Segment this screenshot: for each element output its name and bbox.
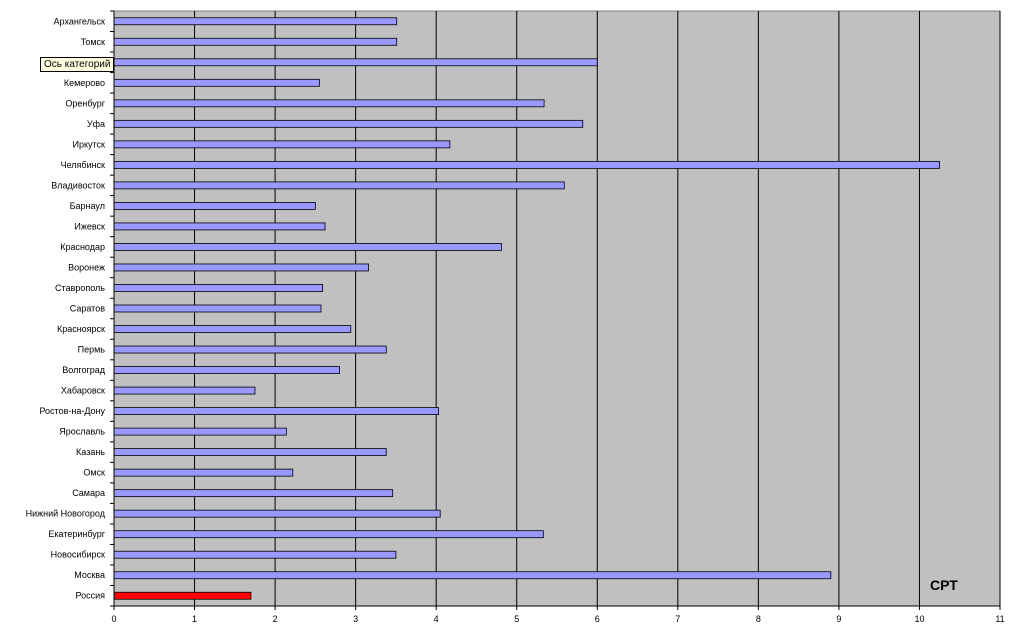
bar bbox=[113, 427, 287, 436]
category-label: Хабаровск bbox=[61, 386, 105, 396]
bars bbox=[113, 17, 940, 600]
bar bbox=[113, 78, 320, 87]
category-label: Самара bbox=[72, 488, 105, 498]
bar bbox=[113, 119, 584, 128]
bar bbox=[113, 345, 387, 354]
category-label: Красноярск bbox=[57, 324, 105, 334]
bar bbox=[113, 448, 387, 457]
category-label: Нижний Новогород bbox=[26, 509, 106, 519]
category-label: Краснодар bbox=[60, 242, 105, 252]
x-tick-label: 7 bbox=[675, 614, 680, 624]
category-label: Омск bbox=[83, 468, 105, 478]
bar bbox=[113, 160, 940, 169]
bar bbox=[113, 530, 544, 539]
category-label: Ростов-на-Дону bbox=[39, 406, 105, 416]
category-label: Иркутск bbox=[73, 139, 106, 149]
category-label: Ярославль bbox=[59, 427, 105, 437]
category-label: Уфа bbox=[87, 119, 105, 129]
category-label: Казань bbox=[76, 447, 105, 457]
category-label: Челябинск bbox=[61, 160, 105, 170]
bar bbox=[113, 407, 439, 415]
bar bbox=[113, 263, 369, 272]
bar bbox=[113, 366, 340, 374]
bar bbox=[113, 550, 397, 559]
category-label: Томск bbox=[81, 37, 105, 47]
x-tick-label: 6 bbox=[595, 614, 600, 624]
category-label: Кемерово bbox=[64, 78, 105, 88]
category-label: Москва bbox=[74, 570, 105, 580]
x-axis: 0 1 2 3 4 5 6 7 8 9 10 11 bbox=[111, 11, 1005, 624]
category-label: Волгоград bbox=[62, 365, 105, 375]
bar bbox=[113, 489, 394, 498]
category-label: Ижевск bbox=[74, 221, 105, 231]
category-labels: АрхангельскТомскТюменьКемеровоОренбургУф… bbox=[26, 10, 114, 607]
chart-annotation: СРТ bbox=[930, 577, 958, 593]
bar bbox=[113, 181, 565, 190]
category-label: Архангельск bbox=[54, 16, 106, 26]
category-label: Пермь bbox=[78, 345, 106, 355]
category-label: Владивосток bbox=[51, 180, 105, 190]
x-tick-label: 1 bbox=[192, 614, 197, 624]
category-label: Новосибирск bbox=[51, 550, 105, 560]
grid-lines bbox=[194, 11, 1001, 606]
bar bbox=[113, 202, 316, 210]
bar bbox=[113, 222, 326, 231]
category-label: Оренбург bbox=[65, 98, 105, 108]
x-tick-label: 8 bbox=[756, 614, 761, 624]
x-tick-label: 9 bbox=[836, 614, 841, 624]
axis-tooltip: Ось категорий bbox=[40, 57, 115, 72]
bar bbox=[113, 468, 294, 477]
x-tick-label: 11 bbox=[995, 614, 1004, 624]
x-tick-label: 4 bbox=[434, 614, 439, 624]
category-label: Екатеринбург bbox=[48, 529, 105, 539]
x-tick-label: 5 bbox=[514, 614, 519, 624]
bar bbox=[113, 99, 545, 108]
x-tick-label: 2 bbox=[273, 614, 278, 624]
bar bbox=[113, 58, 598, 67]
category-label: Россия bbox=[75, 591, 105, 601]
x-tick-label: 0 bbox=[111, 614, 116, 624]
x-tick-label: 10 bbox=[914, 614, 924, 624]
category-label: Ставрополь bbox=[55, 283, 105, 293]
bar bbox=[113, 325, 352, 333]
bar bbox=[113, 304, 322, 313]
bar bbox=[113, 243, 502, 251]
bar bbox=[113, 284, 324, 292]
bar bbox=[113, 140, 451, 149]
bar-highlight bbox=[113, 591, 252, 600]
category-label: Воронеж bbox=[68, 262, 105, 272]
bar bbox=[113, 571, 832, 580]
bar bbox=[113, 37, 398, 46]
bar bbox=[113, 509, 441, 518]
x-tick-label: 3 bbox=[353, 614, 358, 624]
category-label: Саратов bbox=[70, 304, 105, 314]
bar bbox=[113, 17, 398, 26]
category-label: Барнаул bbox=[70, 201, 105, 211]
bar bbox=[113, 386, 256, 395]
